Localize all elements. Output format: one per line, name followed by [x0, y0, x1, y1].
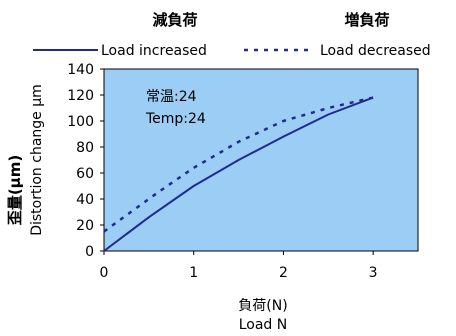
y-axis-title: 歪量(μm) [6, 155, 24, 225]
header-label-0: 減負荷 [152, 11, 197, 29]
y-tick-label: 60 [76, 166, 94, 182]
x-tick-label: 3 [369, 265, 378, 281]
plot-area [103, 68, 419, 252]
header-label-1: 増負荷 [344, 11, 389, 29]
annotation-0: 常温:24 [146, 89, 197, 105]
x-tick-label: 2 [279, 265, 288, 281]
y-tick-label: 120 [67, 88, 94, 104]
x-axis-title: 負荷(N) [238, 298, 287, 314]
legend-label-load-increased: Load increased [101, 43, 207, 59]
y-tick-label: 0 [85, 244, 94, 260]
series-line-load-increased [103, 96, 374, 252]
annotation-1: Temp:24 [145, 111, 206, 127]
y-tick-label: 20 [76, 218, 94, 234]
x-tick-label: 1 [189, 265, 198, 281]
x-tick-label: 0 [100, 265, 109, 281]
x-axis-title-en: Load N [239, 317, 288, 333]
y-tick-label: 40 [76, 192, 94, 208]
series-line-load-decreased [103, 96, 374, 233]
y-tick-label: 80 [76, 140, 94, 156]
legend-label-load-decreased: Load decreased [320, 43, 431, 59]
y-tick-label: 140 [67, 62, 94, 78]
y-tick-label: 100 [67, 114, 94, 130]
y-axis-title-en: Distortion change μm [29, 84, 45, 236]
